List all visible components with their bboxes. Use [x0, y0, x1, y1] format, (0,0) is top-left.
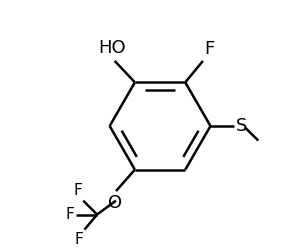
Text: F: F	[73, 183, 82, 198]
Text: O: O	[108, 194, 122, 212]
Text: F: F	[66, 207, 74, 222]
Text: S: S	[236, 117, 247, 135]
Text: F: F	[204, 40, 214, 58]
Text: HO: HO	[98, 39, 126, 57]
Text: F: F	[74, 232, 83, 247]
